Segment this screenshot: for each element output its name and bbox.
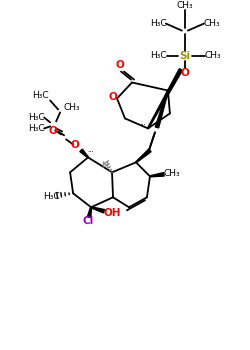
Text: H₃C: H₃C <box>28 113 44 122</box>
Text: O: O <box>116 60 124 70</box>
Text: H₃C: H₃C <box>28 124 44 133</box>
Text: Si: Si <box>179 50 190 61</box>
Text: Cl: Cl <box>82 216 94 226</box>
Polygon shape <box>136 149 151 163</box>
Text: O: O <box>49 126 58 136</box>
Text: CH₃: CH₃ <box>164 169 180 178</box>
Polygon shape <box>91 207 104 213</box>
Text: O: O <box>109 92 118 103</box>
Text: H₃C: H₃C <box>150 19 166 28</box>
Text: H₃C: H₃C <box>43 192 59 201</box>
Text: O: O <box>71 140 80 150</box>
Text: H: H <box>101 161 107 170</box>
Polygon shape <box>80 149 88 158</box>
Text: ···: ··· <box>140 122 146 128</box>
Text: H₃C: H₃C <box>150 51 166 60</box>
Text: ···: ··· <box>88 149 94 155</box>
Text: CH₃: CH₃ <box>204 51 221 60</box>
Text: O: O <box>180 68 189 77</box>
Text: OH: OH <box>103 208 121 218</box>
Text: H₃C: H₃C <box>32 91 48 100</box>
Text: CH₃: CH₃ <box>176 1 193 10</box>
Text: CH₃: CH₃ <box>204 19 220 28</box>
Polygon shape <box>155 90 168 128</box>
Polygon shape <box>87 207 92 218</box>
Text: CH₃: CH₃ <box>64 103 80 112</box>
Polygon shape <box>150 173 164 177</box>
Polygon shape <box>148 69 182 129</box>
